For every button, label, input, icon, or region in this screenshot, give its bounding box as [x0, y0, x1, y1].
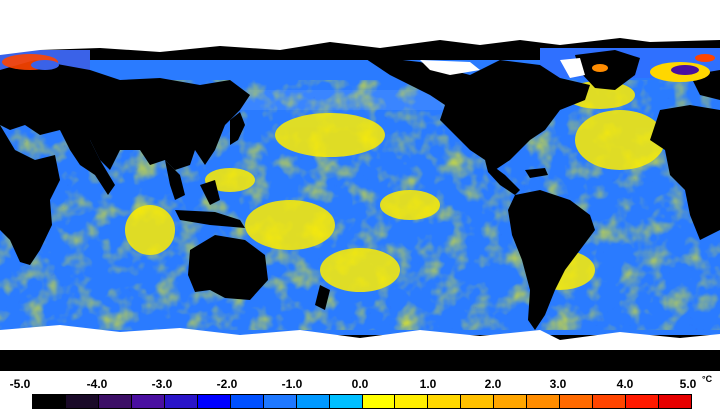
continents [0, 50, 720, 371]
legend-color-bar [32, 394, 692, 409]
legend-tick-label: 4.0 [616, 377, 634, 391]
legend-swatch [560, 395, 594, 408]
legend-swatch [65, 395, 99, 408]
legend-tick-label: -4.0 [86, 377, 108, 391]
legend-swatch [527, 395, 561, 408]
color-legend: -5.0 -4.0 -3.0 -2.0 -1.0 0.0 1.0 2.0 3.0… [0, 371, 720, 411]
legend-swatch [296, 395, 330, 408]
legend-swatch [197, 395, 231, 408]
legend-swatch [428, 395, 462, 408]
legend-unit: °C [702, 374, 713, 384]
legend-swatch [395, 395, 429, 408]
map-title: NOAA Coral Reef Watch Monthly Minimum Sa… [10, 14, 704, 29]
legend-swatch [131, 395, 165, 408]
warm-patches [125, 81, 665, 292]
legend-tick-label: 3.0 [549, 377, 567, 391]
legend-swatch [98, 395, 132, 408]
legend-swatch [329, 395, 363, 408]
legend-swatch [362, 395, 396, 408]
legend-swatch [164, 395, 198, 408]
legend-swatch [33, 395, 66, 408]
legend-tick-label: 1.0 [419, 377, 437, 391]
sea-ice [0, 0, 720, 350]
legend-tick-label: -3.0 [151, 377, 173, 391]
legend-swatch [626, 395, 660, 408]
sst-anomaly-map: NOAA Coral Reef Watch Monthly Minimum Sa… [0, 0, 720, 371]
legend-tick-label: -5.0 [9, 377, 31, 391]
legend-swatch [494, 395, 528, 408]
legend-tick-label: -2.0 [216, 377, 238, 391]
legend-swatch [263, 395, 297, 408]
legend-tick-label: 2.0 [484, 377, 502, 391]
legend-swatch [230, 395, 264, 408]
legend-swatch [593, 395, 627, 408]
legend-tick-label: 5.0 [679, 377, 697, 391]
polar-hotspots [2, 54, 715, 82]
legend-swatch [659, 395, 692, 408]
map-svg [0, 0, 720, 371]
legend-tick-label: 0.0 [351, 377, 369, 391]
legend-swatch [461, 395, 495, 408]
legend-tick-label: -1.0 [281, 377, 303, 391]
